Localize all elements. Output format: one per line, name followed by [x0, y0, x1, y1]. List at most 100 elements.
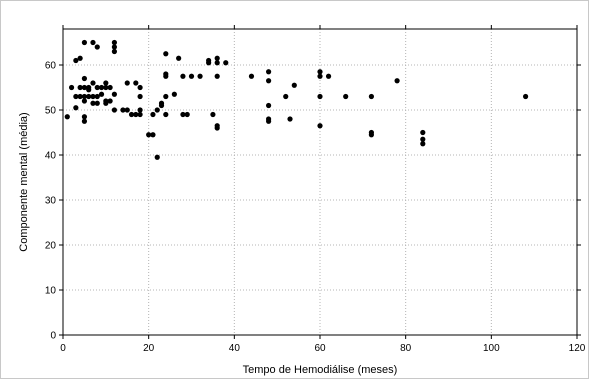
data-point — [137, 111, 143, 118]
x-tick-label: 100 — [483, 343, 500, 354]
x-tick-label: 80 — [400, 343, 412, 354]
data-point — [124, 107, 130, 113]
data-point — [94, 84, 100, 91]
data-point — [98, 91, 105, 97]
data-point — [150, 111, 156, 118]
x-tick-label: 20 — [143, 343, 155, 354]
data-point — [81, 75, 88, 82]
data-point — [180, 111, 186, 118]
data-point — [94, 93, 100, 100]
data-point — [90, 100, 96, 106]
data-point — [68, 84, 75, 91]
data-point — [120, 107, 126, 113]
data-point — [90, 93, 96, 100]
data-point — [171, 91, 177, 97]
y-tick-label: 10 — [45, 286, 57, 297]
data-point — [158, 102, 165, 109]
grid-lines — [63, 29, 577, 335]
data-point — [128, 111, 135, 118]
data-point — [103, 80, 109, 86]
data-point — [291, 82, 297, 88]
data-point — [266, 102, 272, 109]
data-point — [163, 73, 169, 79]
data-point — [214, 60, 220, 66]
data-point — [176, 55, 182, 61]
data-point — [154, 107, 160, 113]
data-point — [107, 98, 113, 104]
data-point — [163, 111, 169, 118]
data-point — [81, 39, 88, 46]
data-point — [287, 116, 293, 122]
data-point — [64, 114, 70, 120]
data-point — [368, 132, 374, 138]
data-point — [133, 80, 139, 86]
data-point — [81, 114, 88, 120]
data-point — [107, 84, 113, 91]
y-tick-label: 30 — [45, 196, 57, 207]
data-point — [420, 129, 426, 136]
data-point — [98, 84, 105, 91]
data-point — [197, 73, 203, 79]
y-tick-label: 40 — [45, 151, 57, 162]
x-tick-label: 120 — [569, 343, 586, 354]
data-point — [81, 118, 88, 124]
y-tick-label: 20 — [45, 241, 57, 252]
data-point — [266, 69, 272, 75]
data-point — [94, 100, 100, 106]
data-point — [81, 98, 88, 104]
data-point — [206, 60, 212, 66]
data-point — [124, 80, 130, 86]
data-point — [111, 48, 117, 55]
data-point — [523, 93, 529, 100]
data-point — [81, 93, 88, 100]
y-tick-label: 50 — [45, 106, 57, 117]
data-point — [133, 111, 139, 118]
data-point — [81, 84, 88, 91]
data-point — [343, 93, 349, 100]
data-point — [146, 132, 152, 138]
tick-labels: 0 20 40 60 80 100 120 0 10 20 30 40 50 60 — [45, 61, 586, 355]
y-tick-label: 0 — [50, 331, 56, 342]
data-point — [317, 123, 323, 129]
data-point — [184, 111, 190, 118]
data-point — [214, 73, 220, 79]
data-point — [223, 60, 229, 66]
y-axis-title: Componente mental (média) — [18, 112, 30, 251]
data-point — [137, 93, 143, 100]
data-point — [317, 73, 323, 79]
data-point — [180, 73, 186, 79]
data-point — [111, 44, 117, 50]
data-point — [73, 57, 79, 64]
data-point — [103, 84, 109, 91]
x-axis-title: Tempo de Hemodiálise (meses) — [243, 364, 398, 376]
x-tick-label: 40 — [229, 343, 241, 354]
data-point — [73, 105, 79, 111]
data-point — [283, 93, 289, 100]
data-point — [420, 141, 426, 147]
data-point — [90, 80, 96, 86]
data-point — [420, 136, 426, 142]
data-point — [368, 93, 374, 100]
data-point — [317, 93, 323, 100]
data-point — [137, 107, 143, 113]
data-point — [163, 51, 169, 57]
data-point — [77, 84, 83, 91]
data-point — [77, 93, 83, 100]
data-point — [103, 100, 109, 106]
data-point — [394, 78, 400, 84]
data-point — [77, 55, 83, 61]
data-point — [188, 73, 195, 79]
data-point — [111, 107, 117, 113]
data-point — [111, 91, 117, 97]
data-point — [317, 69, 323, 75]
data-point — [86, 93, 92, 100]
data-point — [325, 73, 332, 79]
y-tick-label: 60 — [45, 61, 57, 72]
data-point — [248, 73, 255, 79]
data-point — [266, 78, 272, 84]
data-point — [73, 93, 79, 100]
x-tick-label: 0 — [60, 343, 66, 354]
data-point — [266, 118, 272, 124]
